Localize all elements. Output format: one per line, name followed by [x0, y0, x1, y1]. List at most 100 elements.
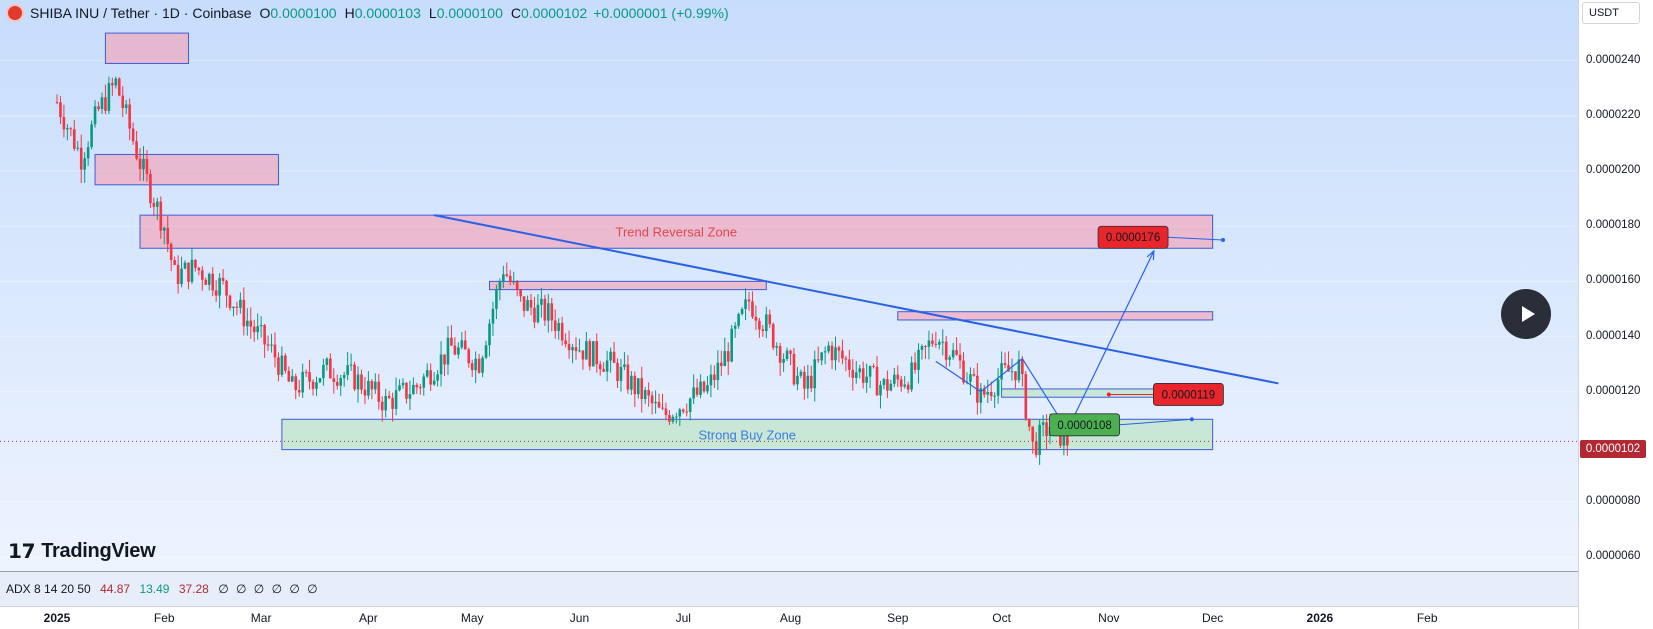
- chart-canvas[interactable]: Trend Reversal Zone Strong Buy Zone 0.0000…: [0, 0, 1578, 571]
- candle-body: [844, 358, 848, 360]
- adx-indicator-pane[interactable]: ADX 8 14 20 50 44.87 13.49 37.28 ∅ ∅ ∅ ∅…: [0, 571, 1578, 606]
- candle-body: [1014, 371, 1017, 381]
- candle-body: [785, 350, 789, 360]
- candle-body: [242, 299, 246, 327]
- candle-body: [851, 369, 855, 378]
- candle-body: [872, 365, 875, 367]
- candle-body: [616, 362, 619, 381]
- time-tick-label: 2025: [43, 611, 71, 625]
- candle-body: [740, 308, 744, 314]
- candle-body: [934, 343, 938, 345]
- chart-plot-area[interactable]: Trend Reversal Zone Strong Buy Zone 0.0000…: [0, 0, 1578, 571]
- candle-body: [273, 344, 277, 358]
- low-label: L: [428, 5, 437, 21]
- candle-body: [152, 203, 156, 207]
- candle-body: [304, 371, 308, 373]
- candle-body: [515, 281, 519, 290]
- candle-body: [439, 354, 443, 375]
- candle-body: [194, 259, 197, 268]
- candle-body: [602, 369, 605, 372]
- candle-body: [311, 381, 315, 389]
- candle-body: [931, 340, 934, 344]
- candle-body: [1017, 359, 1021, 381]
- price-tick-label: 0.0000060: [1586, 550, 1641, 563]
- price-tick-label: 0.0000180: [1586, 219, 1641, 232]
- candle-body: [996, 379, 1000, 396]
- candle-body: [827, 345, 830, 352]
- candle-body: [543, 298, 547, 321]
- candle-body: [502, 274, 505, 282]
- candle-body: [955, 350, 958, 355]
- candle-body: [301, 371, 304, 393]
- candle-body: [121, 95, 125, 109]
- candle-body: [201, 270, 204, 280]
- candle-body: [86, 147, 90, 159]
- candle-body: [626, 364, 630, 390]
- candle-body: [294, 376, 298, 391]
- candle-body: [180, 268, 183, 284]
- candle-body: [938, 342, 941, 345]
- candle-body: [1000, 363, 1003, 380]
- candle-body: [519, 289, 522, 297]
- candle-body: [588, 341, 592, 367]
- candle-body: [107, 83, 111, 111]
- currency-selector[interactable]: USDT: [1582, 2, 1640, 24]
- candle-body: [834, 347, 837, 361]
- replay-button[interactable]: [1501, 289, 1551, 339]
- symbol-title[interactable]: SHIBA INU / Tether · 1D · Coinbase: [30, 5, 252, 21]
- candle-body: [529, 299, 533, 308]
- candle-body: [374, 381, 377, 390]
- candle-body: [422, 376, 426, 388]
- current-price-badge: 0.0000102: [1580, 440, 1646, 458]
- candle-body: [650, 395, 654, 404]
- candle-body: [131, 128, 135, 142]
- candle-body: [553, 320, 557, 331]
- candle-body: [145, 158, 149, 175]
- candle-body: [1031, 426, 1035, 442]
- candle-body: [197, 267, 201, 271]
- candle-body: [412, 384, 415, 395]
- tradingview-logo[interactable]: 𝟭𝟳 TradingView: [8, 540, 156, 563]
- candle-body: [796, 375, 799, 385]
- high-value: 0.0000103: [354, 5, 421, 21]
- candle-body: [706, 385, 709, 392]
- candle-body: [415, 384, 419, 388]
- candle-body: [1021, 359, 1024, 375]
- candle-body: [903, 384, 906, 387]
- candle-body: [771, 324, 775, 348]
- candle-body: [59, 102, 62, 118]
- price-tick-label: 0.0000200: [1586, 164, 1641, 177]
- candle-body: [720, 362, 723, 367]
- time-tick-label: Feb: [153, 611, 175, 625]
- candle-body: [716, 362, 720, 381]
- candle-body: [169, 243, 173, 261]
- candle-body: [609, 351, 612, 361]
- candle-body: [173, 260, 176, 265]
- candle-body: [702, 381, 706, 392]
- candle-body: [380, 401, 384, 411]
- candle-body: [232, 306, 235, 309]
- candle-body: [982, 388, 986, 395]
- time-tick-label: Sep: [887, 611, 909, 625]
- candle-body: [246, 320, 249, 327]
- candle-body: [899, 379, 903, 387]
- candle-body: [993, 395, 996, 397]
- target-leader-line: [1119, 418, 1192, 426]
- candle-body: [612, 351, 616, 363]
- candle-body: [675, 416, 678, 418]
- candle-body: [290, 376, 294, 382]
- candle-body: [837, 347, 841, 351]
- time-axis[interactable]: 2025 Feb Mar Apr May Jun Jul Aug Sep Oct Nov Dec 202…: [0, 606, 1578, 629]
- candle-body: [574, 347, 578, 352]
- candle-body: [453, 345, 457, 355]
- candle-body: [114, 78, 118, 86]
- candle-body: [325, 358, 329, 365]
- adx-empty-values: ∅ ∅ ∅ ∅ ∅ ∅: [218, 582, 320, 596]
- adx-name[interactable]: ADX 8 14 20 50: [6, 582, 91, 596]
- candle-body: [259, 324, 263, 327]
- candle-body: [564, 340, 567, 345]
- candle-body: [128, 104, 131, 129]
- candle-body: [221, 277, 225, 281]
- candle-body: [643, 390, 647, 400]
- price-tick-label: 0.0000140: [1586, 329, 1641, 342]
